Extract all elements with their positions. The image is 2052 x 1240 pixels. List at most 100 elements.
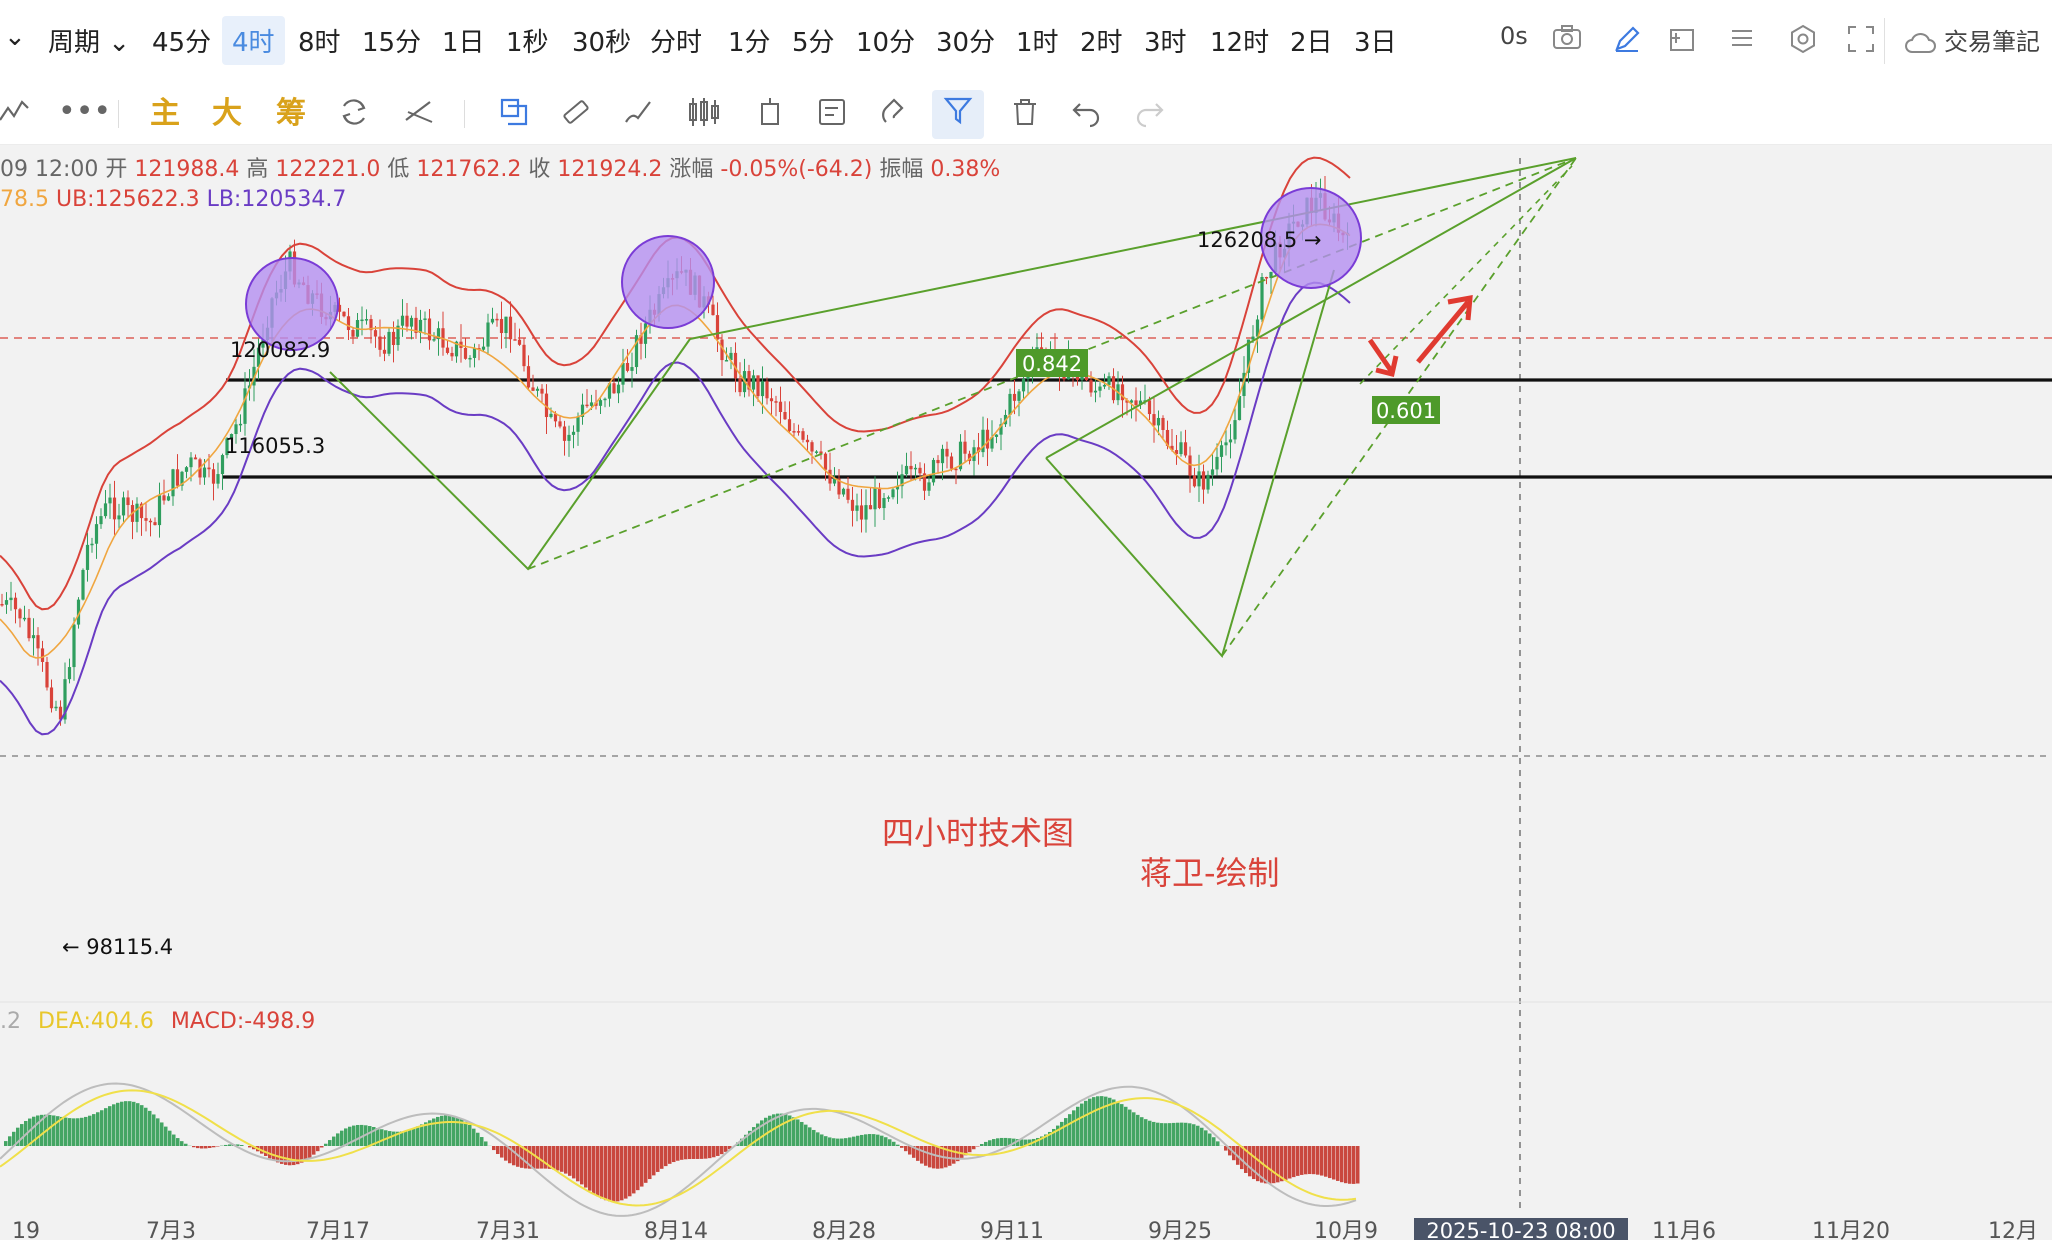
list-icon[interactable] — [1728, 24, 1756, 59]
notes-button[interactable]: 交易筆記 — [1944, 22, 2040, 57]
tab-3d[interactable]: 3日 — [1354, 28, 1397, 58]
macd-bar — [1072, 1110, 1076, 1146]
high-label: 高 — [246, 157, 269, 182]
rectangle-tool-icon[interactable] — [498, 96, 530, 137]
macd-bar — [500, 1146, 504, 1158]
trash-icon[interactable] — [1010, 96, 1040, 137]
tab-4h[interactable]: 4时 — [222, 16, 285, 65]
tab-8h[interactable]: 8时 — [298, 28, 341, 58]
tab-15min[interactable]: 15分 — [362, 28, 422, 58]
tab-1min[interactable]: 1分 — [728, 28, 771, 58]
tab-45min[interactable]: 45分 — [152, 28, 212, 58]
macd-bar — [228, 1144, 232, 1146]
add-panel-icon[interactable] — [1668, 24, 1698, 61]
chips-indicator-toggle[interactable]: 筹 — [276, 96, 306, 131]
macd-bar — [1052, 1128, 1056, 1146]
tab-2h[interactable]: 2时 — [1080, 28, 1123, 58]
tab-5min[interactable]: 5分 — [792, 28, 835, 58]
high-annotation: 120082.9 — [230, 338, 330, 362]
candle-body — [180, 471, 184, 486]
tab-30min[interactable]: 30分 — [936, 28, 996, 58]
redo-icon[interactable] — [1134, 96, 1166, 137]
macd-bar — [1328, 1146, 1332, 1179]
more-icon[interactable]: ••• — [58, 94, 112, 129]
macd-bar — [144, 1107, 148, 1146]
macd-bar — [660, 1146, 664, 1169]
candlestick-icon[interactable] — [686, 96, 722, 137]
tab-2d[interactable]: 2日 — [1290, 28, 1333, 58]
trend-line-upper-2 — [1045, 157, 1577, 459]
macd-bar — [828, 1137, 832, 1146]
macd-bar — [40, 1114, 44, 1146]
macd-bar — [664, 1146, 668, 1167]
macd-bar — [1068, 1114, 1072, 1146]
period-dropdown[interactable]: 周期 ⌄ — [48, 28, 131, 58]
tab-intraday[interactable]: 分时 — [650, 28, 703, 58]
macd-bar — [812, 1129, 816, 1146]
tab-30s[interactable]: 30秒 — [572, 28, 632, 58]
peak-circle-1 — [245, 257, 339, 351]
trend-lines — [329, 157, 1577, 659]
camera-icon[interactable] — [1552, 24, 1582, 57]
macd-bar — [200, 1146, 204, 1149]
candle-body — [1215, 456, 1219, 470]
low-label: 低 — [387, 157, 410, 182]
tab-10min[interactable]: 10分 — [856, 28, 916, 58]
macd-bar — [640, 1146, 644, 1187]
tab-12h[interactable]: 12时 — [1210, 28, 1270, 58]
macd-bar — [760, 1120, 764, 1146]
macd-bar — [776, 1113, 780, 1146]
macd-bar — [604, 1146, 608, 1201]
main-indicator-toggle[interactable]: 主 — [150, 96, 180, 131]
candle-body — [927, 482, 931, 491]
tab-1d[interactable]: 1日 — [442, 28, 485, 58]
candle-body — [544, 393, 549, 418]
candle-body — [513, 339, 517, 341]
tab-1s[interactable]: 1秒 — [506, 28, 549, 58]
macd-bar — [1252, 1146, 1256, 1180]
candle-body — [495, 318, 499, 321]
price-chart[interactable]: 0.842 0.601 120082.9 116055.3 126208.5 →… — [0, 144, 2052, 1240]
note-tool-icon[interactable] — [816, 96, 848, 137]
candle-body — [1062, 375, 1066, 380]
mid-band-value: 78.5 — [0, 187, 49, 212]
magnet-icon[interactable] — [880, 96, 912, 137]
candle-body — [949, 456, 954, 469]
macd-bar — [948, 1146, 952, 1166]
macd-bar — [1240, 1146, 1244, 1170]
ruler-icon[interactable] — [560, 96, 592, 137]
macd-bar — [1292, 1146, 1296, 1178]
macd-bar — [796, 1119, 800, 1146]
macd-bar — [840, 1138, 844, 1146]
filter-icon[interactable] — [932, 90, 984, 139]
candle-body — [1246, 339, 1251, 373]
refresh-icon[interactable] — [338, 96, 370, 137]
big-indicator-toggle[interactable]: 大 — [212, 96, 242, 131]
candle-body — [427, 318, 432, 341]
bar-tool-icon[interactable] — [756, 96, 784, 137]
fullscreen-icon[interactable] — [1846, 24, 1876, 61]
macd-bar — [248, 1146, 252, 1148]
chevron-down-icon[interactable]: ⌄ — [4, 22, 26, 52]
trend-tool-icon[interactable] — [402, 96, 436, 137]
brush-icon[interactable] — [622, 96, 656, 137]
macd-bar — [956, 1146, 960, 1162]
line-chart-icon[interactable] — [0, 96, 30, 135]
cloud-icon[interactable] — [1904, 28, 1936, 61]
peak-circle-3 — [1260, 187, 1362, 289]
candle-body — [207, 467, 211, 470]
tab-1h[interactable]: 1时 — [1016, 28, 1059, 58]
macd-bar — [368, 1126, 372, 1146]
tab-3h[interactable]: 3时 — [1144, 28, 1187, 58]
pencil-icon[interactable] — [1612, 24, 1642, 61]
macd-bar — [440, 1115, 444, 1146]
settings-icon[interactable] — [1788, 24, 1818, 61]
candle-body — [1192, 475, 1197, 487]
macd-bar — [208, 1146, 212, 1148]
candle-body — [1147, 400, 1152, 415]
macd-bar — [1272, 1146, 1276, 1184]
candle-body — [837, 478, 841, 495]
candle-body — [882, 498, 886, 509]
undo-icon[interactable] — [1070, 96, 1102, 137]
fib-badge-2 — [1372, 396, 1440, 424]
